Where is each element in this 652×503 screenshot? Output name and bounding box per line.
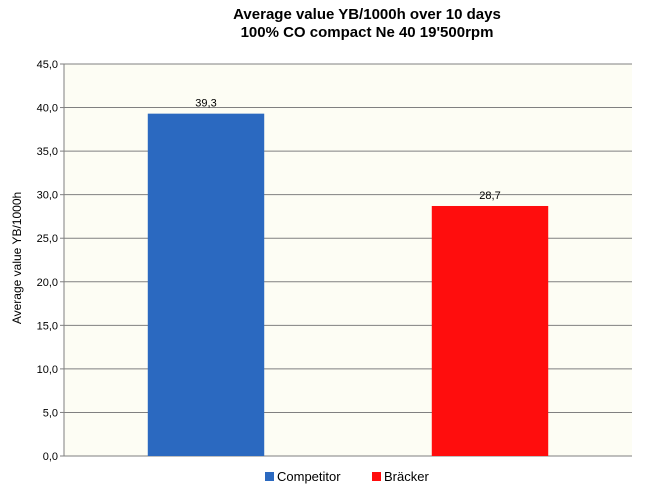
y-tick-label: 0,0 — [43, 451, 58, 463]
y-tick-label: 10,0 — [37, 364, 58, 376]
y-tick-label: 35,0 — [37, 146, 58, 158]
y-tick-label: 40,0 — [37, 103, 58, 115]
y-tick-label: 30,0 — [37, 190, 58, 202]
data-label: 39,3 — [195, 98, 216, 110]
y-tick-label: 45,0 — [37, 59, 58, 71]
bars — [147, 113, 549, 457]
data-labels: 39,3 28,7 — [195, 98, 500, 202]
y-tick-label: 25,0 — [37, 233, 58, 245]
y-tick-label: 20,0 — [37, 277, 58, 289]
legend-entry: Competitor — [277, 469, 341, 484]
chart-title-line-2: 100% CO compact Ne 40 19'500rpm — [241, 24, 494, 41]
y-axis-tick-labels: 0,0 5,0 10,0 15,0 20,0 25,0 30,0 35,0 40,0 45,0 — [37, 59, 58, 463]
legend-swatch — [372, 472, 381, 481]
bar-competitor — [147, 113, 265, 457]
chart-title-line-1: Average value YB/1000h over 10 days — [233, 6, 501, 23]
y-tick-label: 5,0 — [43, 407, 58, 419]
bar-br-cker — [431, 205, 549, 456]
legend-entry: Bräcker — [384, 469, 429, 484]
y-tick-label: 15,0 — [37, 320, 58, 332]
data-label: 28,7 — [479, 190, 500, 202]
chart-title: Average value YB/1000h over 10 days 100%… — [233, 6, 501, 41]
legend: Competitor Bräcker — [265, 469, 429, 484]
y-axis-label: Average value YB/1000h — [10, 192, 24, 324]
legend-swatch — [265, 472, 274, 481]
